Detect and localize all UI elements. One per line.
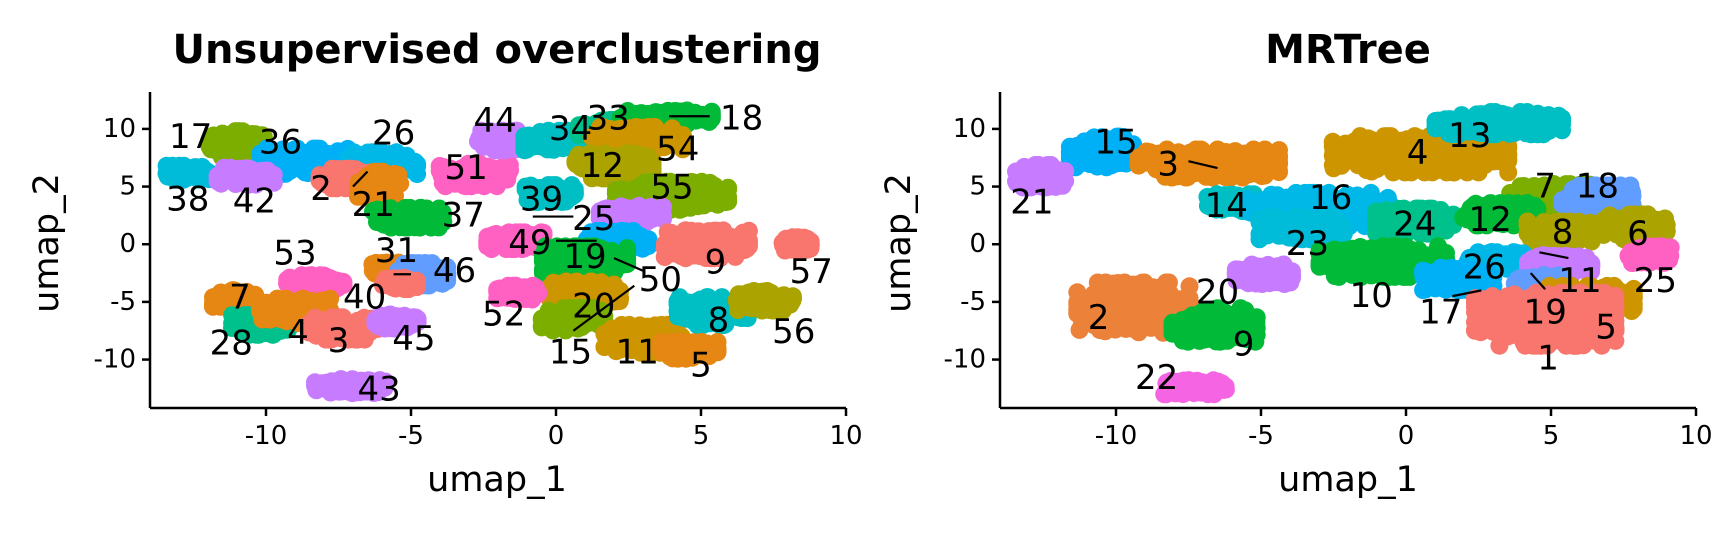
data-point [488, 141, 507, 160]
data-point [400, 200, 419, 219]
data-point [489, 229, 508, 248]
scatter-points [157, 101, 820, 403]
data-point [285, 140, 304, 159]
data-point [693, 105, 712, 124]
data-point [622, 203, 641, 221]
data-point [524, 137, 543, 156]
data-point [165, 159, 184, 178]
data-point [251, 144, 270, 163]
data-point [684, 225, 703, 244]
data-point [296, 153, 315, 172]
data-point [389, 166, 408, 184]
chart-title: Unsupervised overclustering [173, 27, 822, 73]
data-point [228, 135, 247, 154]
data-point [206, 136, 225, 155]
data-point [719, 180, 738, 199]
cluster-17-points [199, 122, 275, 168]
